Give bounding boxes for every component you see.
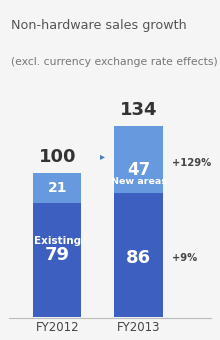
Text: 134: 134: [120, 101, 157, 119]
Text: Non-hardware sales growth: Non-hardware sales growth: [11, 19, 187, 32]
Text: 47: 47: [127, 161, 150, 179]
Text: +9%: +9%: [172, 253, 197, 262]
Text: 100: 100: [38, 148, 76, 166]
Bar: [33, 173, 81, 203]
Text: +129%: +129%: [172, 158, 211, 168]
Text: FY2013: FY2013: [117, 321, 160, 334]
Bar: [114, 126, 163, 193]
Text: (excl. currency exchange rate effects): (excl. currency exchange rate effects): [11, 57, 218, 67]
Text: New areas: New areas: [111, 177, 167, 186]
Text: FY2012: FY2012: [35, 321, 79, 334]
Text: Existing: Existing: [34, 236, 81, 246]
Text: 79: 79: [45, 245, 70, 264]
Bar: [114, 193, 163, 317]
Text: 21: 21: [48, 181, 67, 195]
Text: 86: 86: [126, 249, 151, 267]
Bar: [33, 203, 81, 317]
